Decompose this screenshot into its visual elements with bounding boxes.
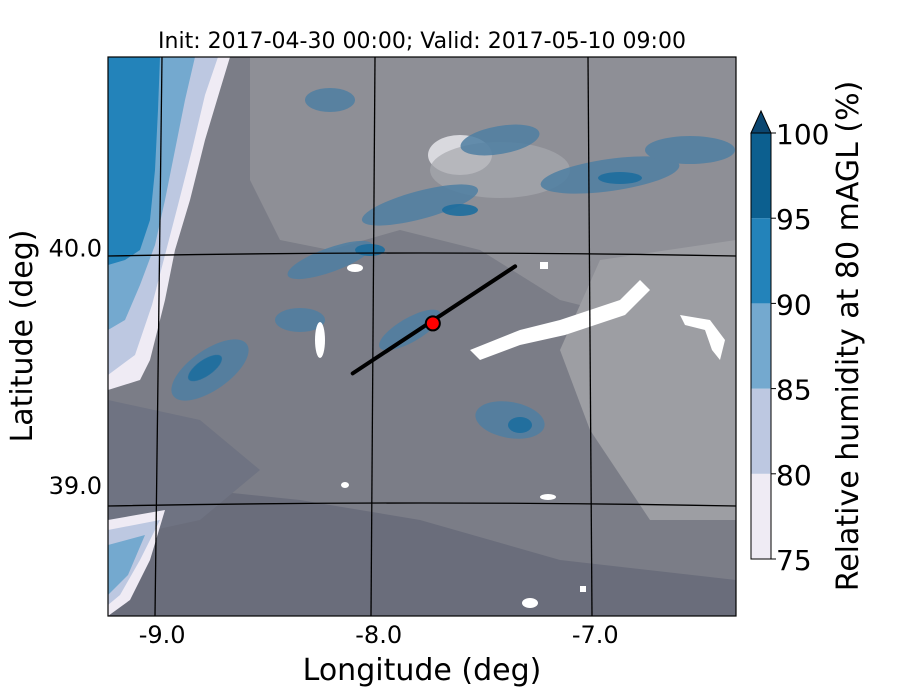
colorbar-segment [751,218,771,304]
ocean-southwest-90 [108,535,145,595]
site-marker [424,315,441,332]
ocean-band-95 [108,57,160,265]
colorbar-segment [751,388,771,474]
colorbar: 75 80 85 90 95 100 [750,109,829,577]
colorbar-tick-label: 80 [776,459,812,492]
y-tick-label: 40.0 [49,234,102,262]
high-terrain-ridge [430,142,570,198]
colorbar-frame [750,132,772,560]
river-features [315,262,725,608]
y-tick-labels: 40.0 39.0 [49,234,102,500]
ocean-southwest-85 [108,520,160,605]
colorbar-tick-label: 75 [776,544,812,577]
colorbar-segment [751,133,771,219]
x-tick-label: -8.0 [355,621,402,649]
map-frame [107,56,737,617]
humid-cores [187,172,642,433]
y-axis-label: Latitude (deg) [5,230,40,443]
map-panel [108,57,736,616]
graticule [108,57,736,616]
x-tick-labels: -9.0 -8.0 -7.0 [139,621,619,649]
colorbar-tick-label: 100 [776,118,829,151]
chart-title: Init: 2017-04-30 00:00; Valid: 2017-05-1… [158,29,686,54]
colorbar-extend-max [750,109,772,134]
x-axis-label: Longitude (deg) [303,653,542,688]
colorbar-label: Relative humidity at 80 mAGL (%) [831,81,866,592]
land-darker-south [108,480,736,616]
y-tick-label: 39.0 [49,472,102,500]
x-tick-label: -7.0 [572,621,619,649]
colorbar-tick-label: 85 [776,374,812,407]
x-tick-label: -9.0 [139,621,186,649]
colorbar-segment [751,473,771,559]
colorbar-tick-label: 95 [776,203,812,236]
colorbar-tick-label: 90 [776,288,812,321]
colorbar-segment [751,303,771,389]
